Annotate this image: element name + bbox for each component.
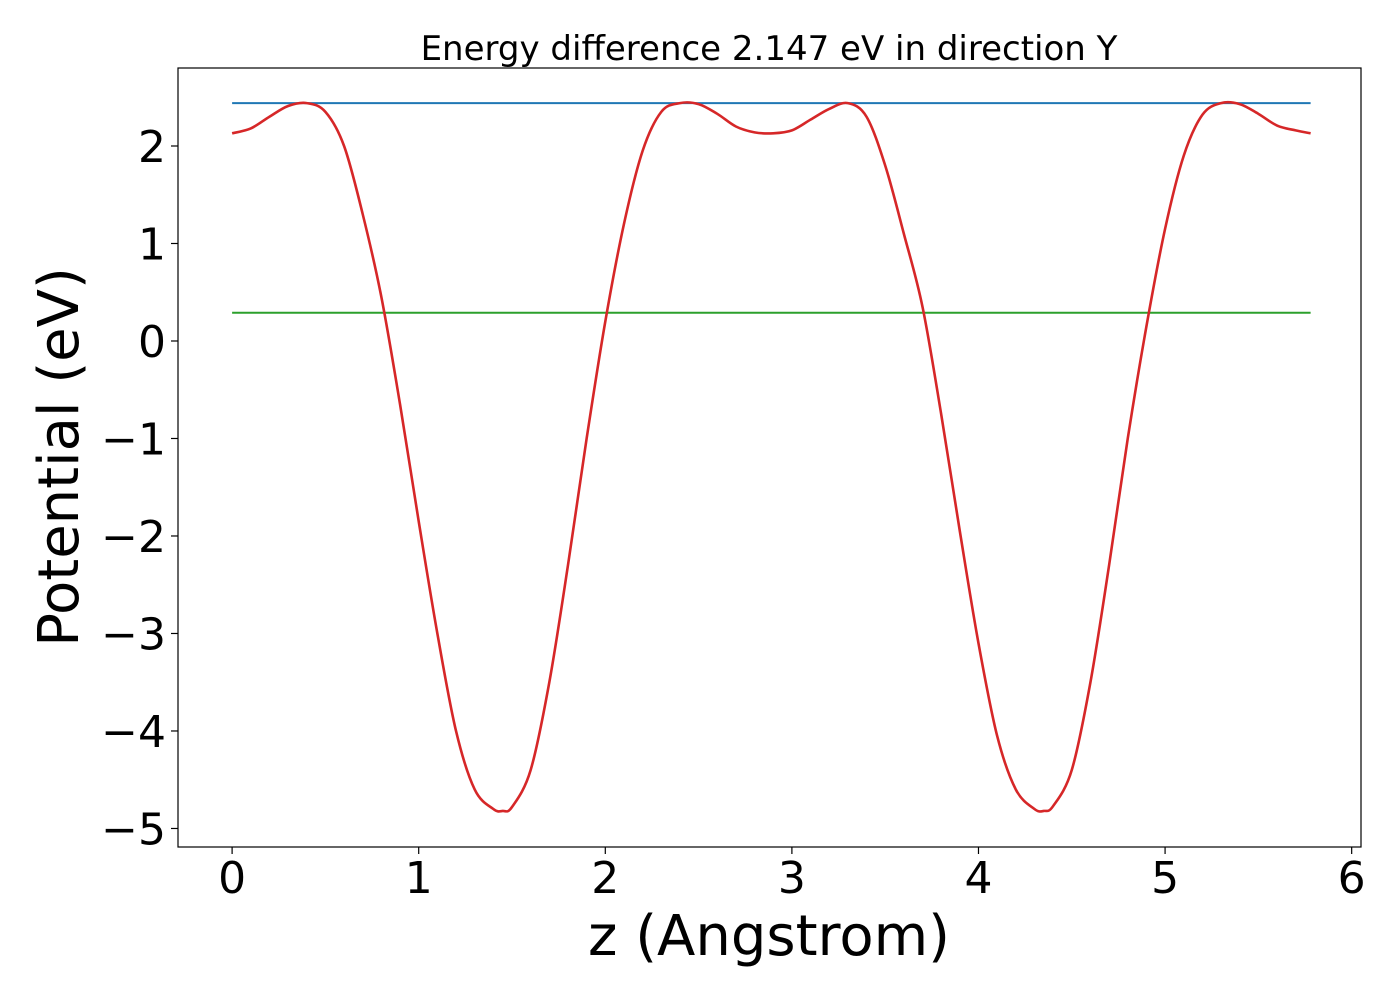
y-axis-ticks: 2 1 0 −1 −2 −3 −4 −5: [101, 122, 178, 855]
x-tick-label: 1: [405, 853, 433, 904]
x-tick-label: 3: [778, 853, 806, 904]
y-tick-label: 1: [138, 219, 166, 270]
x-tick-label: 2: [591, 853, 619, 904]
y-tick-label: −1: [101, 414, 166, 465]
chart-title: Energy difference 2.147 eV in direction …: [421, 29, 1118, 69]
y-tick-label: 2: [138, 122, 166, 173]
y-tick-label: 0: [138, 317, 166, 368]
y-tick-label: −4: [101, 707, 166, 758]
x-tick-label: 5: [1151, 853, 1179, 904]
y-axis-label: Potential (eV): [27, 267, 92, 647]
series-layer: [231, 100, 1311, 813]
x-tick-label: 4: [964, 853, 992, 904]
x-axis-ticks: 0 1 2 3 4 5 6: [218, 847, 1366, 904]
x-axis-label: z (Angstrom): [588, 904, 950, 969]
plot-frame: [177, 67, 1362, 848]
y-tick-label: −5: [101, 804, 166, 855]
potential-curve: [231, 100, 1311, 813]
x-tick-label: 6: [1338, 853, 1366, 904]
x-tick-label: 0: [218, 853, 246, 904]
y-tick-label: −3: [101, 609, 166, 660]
y-tick-label: −2: [101, 512, 166, 563]
